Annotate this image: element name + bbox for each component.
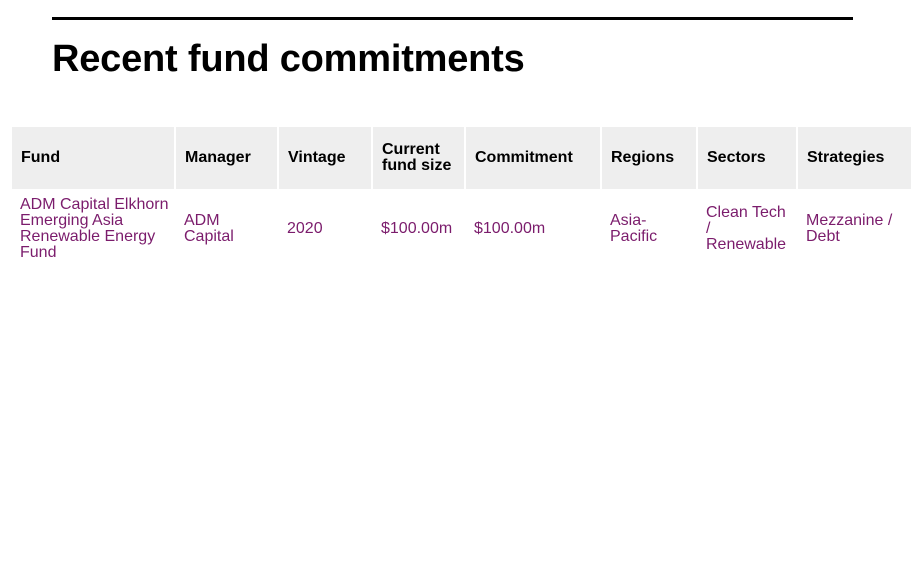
cell-sectors-link[interactable]: Clean Tech / Renewable xyxy=(706,204,787,253)
section-title: Recent fund commitments xyxy=(52,38,525,80)
cell-fund-link[interactable]: ADM Capital Elkhorn Emerging Asia Renewa… xyxy=(20,196,169,261)
fund-commitments-table: Fund Manager Vintage Current fund size C… xyxy=(12,127,911,267)
cell-vintage[interactable]: 2020 xyxy=(287,220,323,237)
column-header-regions[interactable]: Regions xyxy=(602,127,698,189)
column-header-strategies[interactable]: Strategies xyxy=(798,127,911,189)
column-header-current-fund-size[interactable]: Current fund size xyxy=(373,127,466,189)
cell-current-fund-size[interactable]: $100.00m xyxy=(381,220,453,237)
column-header-sectors[interactable]: Sectors xyxy=(698,127,798,189)
column-header-vintage[interactable]: Vintage xyxy=(279,127,373,189)
column-header-fund[interactable]: Fund xyxy=(12,127,176,189)
column-header-commitment[interactable]: Commitment xyxy=(466,127,602,189)
cell-regions-link[interactable]: Asia-Pacific xyxy=(610,212,658,245)
table-row: ADM Capital Elkhorn Emerging Asia Renewa… xyxy=(12,189,911,267)
table-header-row: Fund Manager Vintage Current fund size C… xyxy=(12,127,911,189)
top-divider xyxy=(52,17,853,20)
column-header-manager[interactable]: Manager xyxy=(176,127,279,189)
cell-strategies-link[interactable]: Mezzanine / Debt xyxy=(806,212,893,245)
cell-manager-link[interactable]: ADM Capital xyxy=(184,212,234,245)
cell-commitment[interactable]: $100.00m xyxy=(474,220,546,237)
